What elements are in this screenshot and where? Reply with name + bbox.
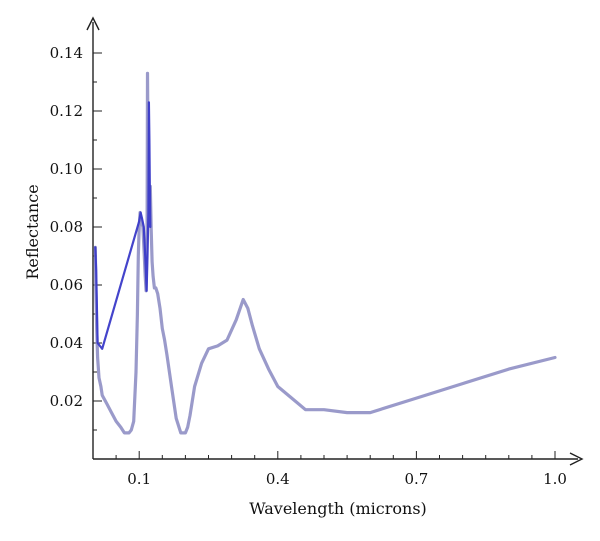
y-axis-title: Reflectance — [23, 184, 42, 279]
y-axis-arrow-icon — [86, 16, 100, 31]
y-tick-label: 0.06 — [50, 276, 83, 294]
x-tick-label: 0.1 — [127, 470, 151, 488]
y-tick-label: 0.14 — [50, 44, 83, 62]
series-layer — [93, 71, 557, 435]
x-tick-label: 0.7 — [404, 470, 428, 488]
x-ticks: 0.1 0.4 0.7 1.0 — [115, 451, 567, 488]
x-tick-label: 1.0 — [543, 470, 567, 488]
x-tick-label: 0.4 — [266, 470, 290, 488]
x-axis-title: Wavelength (microns) — [249, 499, 427, 518]
y-tick-label: 0.02 — [50, 392, 83, 410]
axes — [86, 16, 584, 466]
series-line — [93, 71, 557, 435]
x-axis-arrow-icon — [569, 452, 584, 466]
series-line — [94, 101, 152, 350]
y-tick-label: 0.08 — [50, 218, 83, 236]
y-tick-label: 0.10 — [50, 160, 83, 178]
y-ticks: 0.02 0.04 0.06 0.08 0.10 0.12 0.14 — [50, 44, 102, 431]
y-tick-label: 0.04 — [50, 334, 83, 352]
y-tick-label: 0.12 — [50, 102, 83, 120]
